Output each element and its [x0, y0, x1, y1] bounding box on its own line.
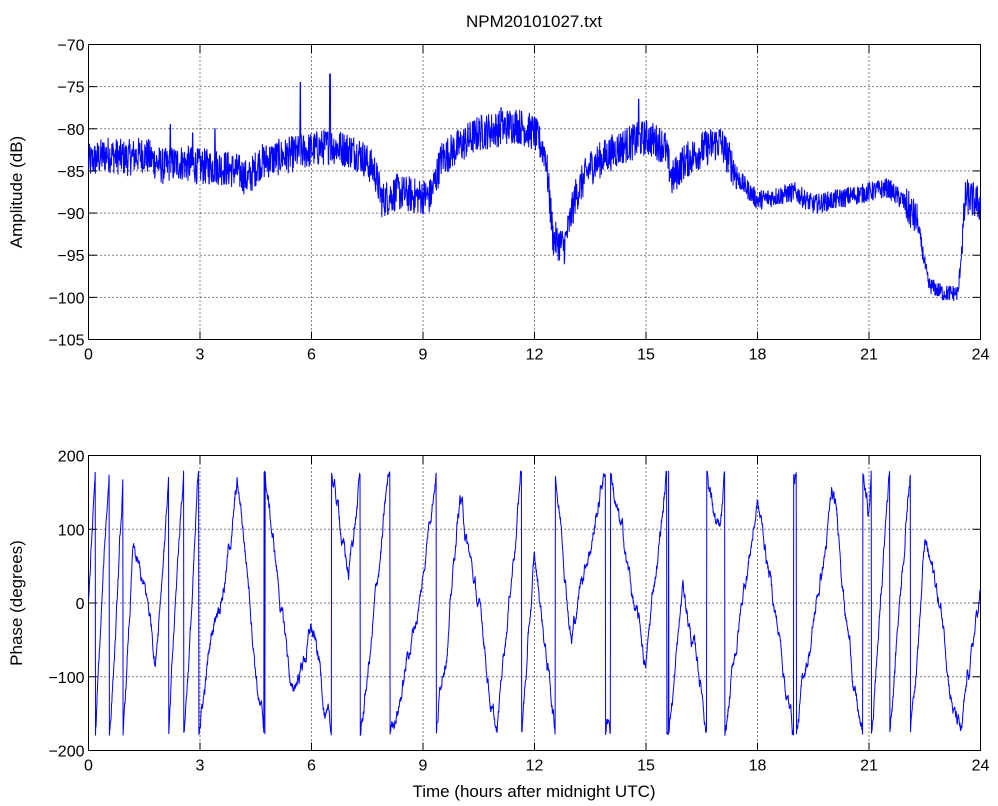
phase-x-axis-label: Time (hours after midnight UTC) — [412, 782, 655, 801]
amplitude-y-tick-label: −85 — [57, 164, 84, 181]
phase-trace-group — [88, 470, 981, 736]
amplitude-chart: 0 3 6 9 12 15 18 21 24 −105 −100 −95 −90 −85 −80 −75 −70… — [7, 12, 990, 364]
amplitude-x-tick-label: 6 — [307, 347, 316, 364]
amplitude-series-line — [88, 73, 981, 302]
phase-grid — [88, 455, 981, 751]
amplitude-x-tick-label: 12 — [526, 347, 544, 364]
amplitude-ticks: 0 3 6 9 12 15 18 21 24 −105 −100 −95 −90 −85 −80 −75 −70 — [48, 38, 989, 364]
phase-y-tick-label: −100 — [48, 670, 84, 687]
amplitude-y-axis-label: Amplitude (dB) — [7, 136, 26, 248]
phase-x-tick-label: 6 — [307, 758, 316, 775]
phase-y-tick-label: −200 — [48, 744, 84, 761]
amplitude-x-tick-label: 0 — [84, 347, 93, 364]
amplitude-y-tick-label: −70 — [57, 38, 84, 55]
amplitude-trace-group — [88, 73, 981, 302]
phase-x-tick-label: 15 — [637, 758, 655, 775]
phase-x-tick-label: 21 — [860, 758, 878, 775]
phase-y-tick-label: 100 — [58, 522, 85, 539]
phase-x-tick-label: 0 — [84, 758, 93, 775]
amplitude-x-tick-label: 3 — [196, 347, 205, 364]
phase-y-axis-label: Phase (degrees) — [7, 540, 26, 666]
amplitude-y-tick-label: −80 — [57, 122, 84, 139]
phase-x-tick-label: 18 — [749, 758, 767, 775]
phase-y-tick-label: 0 — [76, 596, 85, 613]
phase-ticks: 0 3 6 9 12 15 18 21 24 −200 −100 0 100 200 — [48, 449, 989, 775]
amplitude-x-tick-label: 21 — [860, 347, 878, 364]
phase-x-tick-label: 9 — [419, 758, 428, 775]
amplitude-y-tick-label: −90 — [57, 206, 84, 223]
amplitude-y-tick-label: −75 — [57, 80, 84, 97]
amplitude-x-tick-label: 15 — [637, 347, 655, 364]
amplitude-y-tick-label: −95 — [57, 248, 84, 265]
amplitude-x-tick-label: 9 — [419, 347, 428, 364]
phase-y-tick-label: 200 — [58, 449, 85, 466]
amplitude-plot-area — [88, 44, 981, 340]
amplitude-x-tick-label: 24 — [972, 347, 990, 364]
phase-x-tick-label: 24 — [972, 758, 990, 775]
amplitude-x-tick-label: 18 — [749, 347, 767, 364]
phase-chart: 0 3 6 9 12 15 18 21 24 −200 −100 0 100 200 Time (hour… — [7, 449, 990, 802]
amplitude-y-tick-label: −100 — [48, 290, 84, 307]
amplitude-y-tick-label: −105 — [48, 333, 84, 350]
phase-series-line — [88, 470, 981, 736]
phase-x-tick-label: 12 — [526, 758, 544, 775]
phase-x-tick-label: 3 — [196, 758, 205, 775]
chart-title: NPM20101027.txt — [466, 12, 602, 31]
